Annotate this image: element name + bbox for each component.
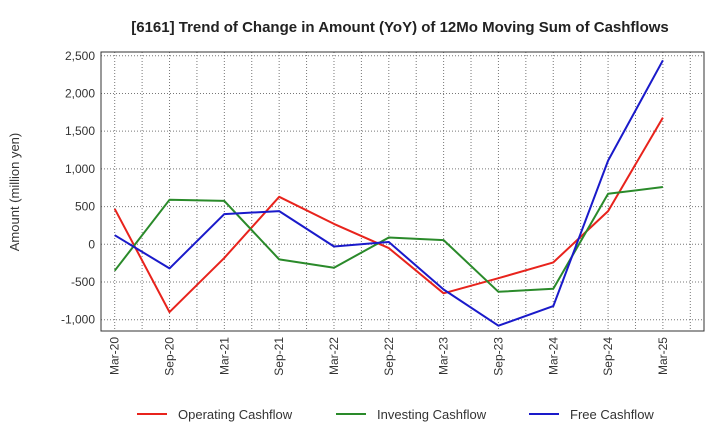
y-tick-label: -1,000 <box>61 313 95 327</box>
series-line-operating-cashflow <box>113 117 664 314</box>
x-tick-label: Mar-24 <box>546 337 560 375</box>
x-tick-label: Mar-21 <box>217 337 231 375</box>
y-tick-label: 500 <box>75 200 95 214</box>
y-axis-label: Amount (million yen) <box>7 133 22 252</box>
series-layer <box>113 59 664 327</box>
series-line-free-cashflow <box>114 59 664 327</box>
x-tick-label: Sep-23 <box>491 337 505 376</box>
x-tick-label: Sep-22 <box>382 337 396 376</box>
x-tick-label: Mar-20 <box>108 337 122 375</box>
y-tick-label: 2,500 <box>65 49 95 63</box>
x-tick-label: Sep-24 <box>601 337 615 376</box>
legend-label-free-cashflow: Free Cashflow <box>570 407 654 422</box>
x-tick-label: Sep-20 <box>163 337 177 376</box>
y-tick-label: 0 <box>88 237 95 251</box>
legend-label-investing-cashflow: Investing Cashflow <box>377 407 487 422</box>
plot-frame <box>100 51 705 332</box>
x-tick-label: Mar-23 <box>437 337 451 375</box>
y-tick-label: 1,000 <box>65 162 95 176</box>
y-tick-label: 2,000 <box>65 86 95 100</box>
x-tick-label: Mar-25 <box>656 337 670 375</box>
y-tick-label: 1,500 <box>65 124 95 138</box>
chart-title: [6161] Trend of Change in Amount (YoY) o… <box>131 19 669 36</box>
y-tick-label: -500 <box>71 275 95 289</box>
legend-label-operating-cashflow: Operating Cashflow <box>178 407 293 422</box>
x-tick-label: Sep-21 <box>272 337 286 376</box>
tick-layer: -1,000 -500 0 500 1,000 1,500 2,000 2,500 Mar-20… <box>61 49 670 376</box>
x-tick-label: Mar-22 <box>327 337 341 375</box>
legend: Operating Cashflow Investing Cashflow Free… <box>137 407 654 422</box>
